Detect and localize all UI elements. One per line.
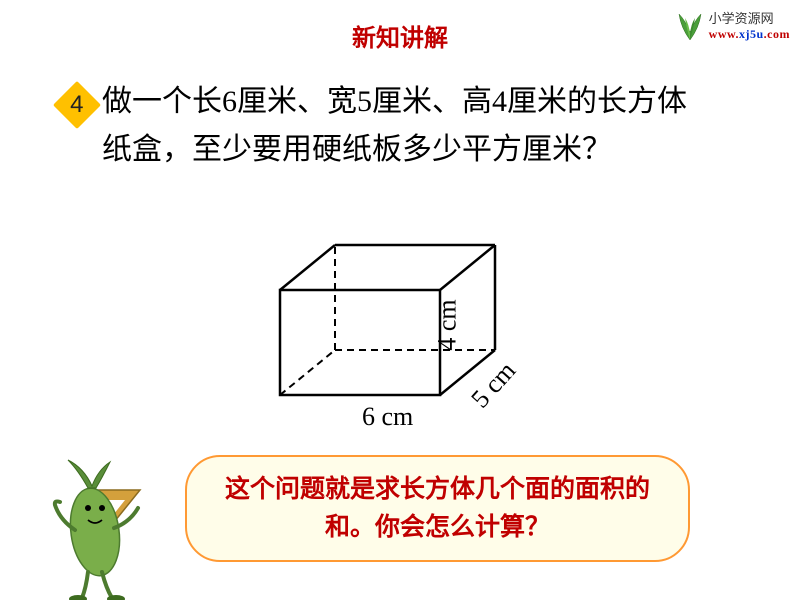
speech-bubble: 这个问题就是求长方体几个面的面积的和。你会怎么计算？	[185, 455, 690, 562]
dimension-length: 6 cm	[362, 402, 413, 432]
character-mascot	[40, 450, 180, 600]
logo-cn-text: 小学资源网	[709, 8, 790, 27]
speech-text: 这个问题就是求长方体几个面的面积的和。你会怎么计算？	[211, 471, 664, 546]
site-logo: 小学资源网 www.xj5u.com	[675, 8, 790, 42]
problem-number: 4	[70, 91, 83, 119]
dimension-height: 4 cm	[433, 299, 463, 350]
logo-icon	[675, 8, 705, 42]
logo-url: www.xj5u.com	[709, 27, 790, 42]
problem-number-badge: 4	[53, 81, 101, 129]
page-title: 新知讲解	[352, 18, 448, 53]
problem-statement: 做一个长6厘米、宽5厘米、高4厘米的长方体纸盒，至少要用硬纸板多少平方厘米？	[102, 78, 712, 174]
